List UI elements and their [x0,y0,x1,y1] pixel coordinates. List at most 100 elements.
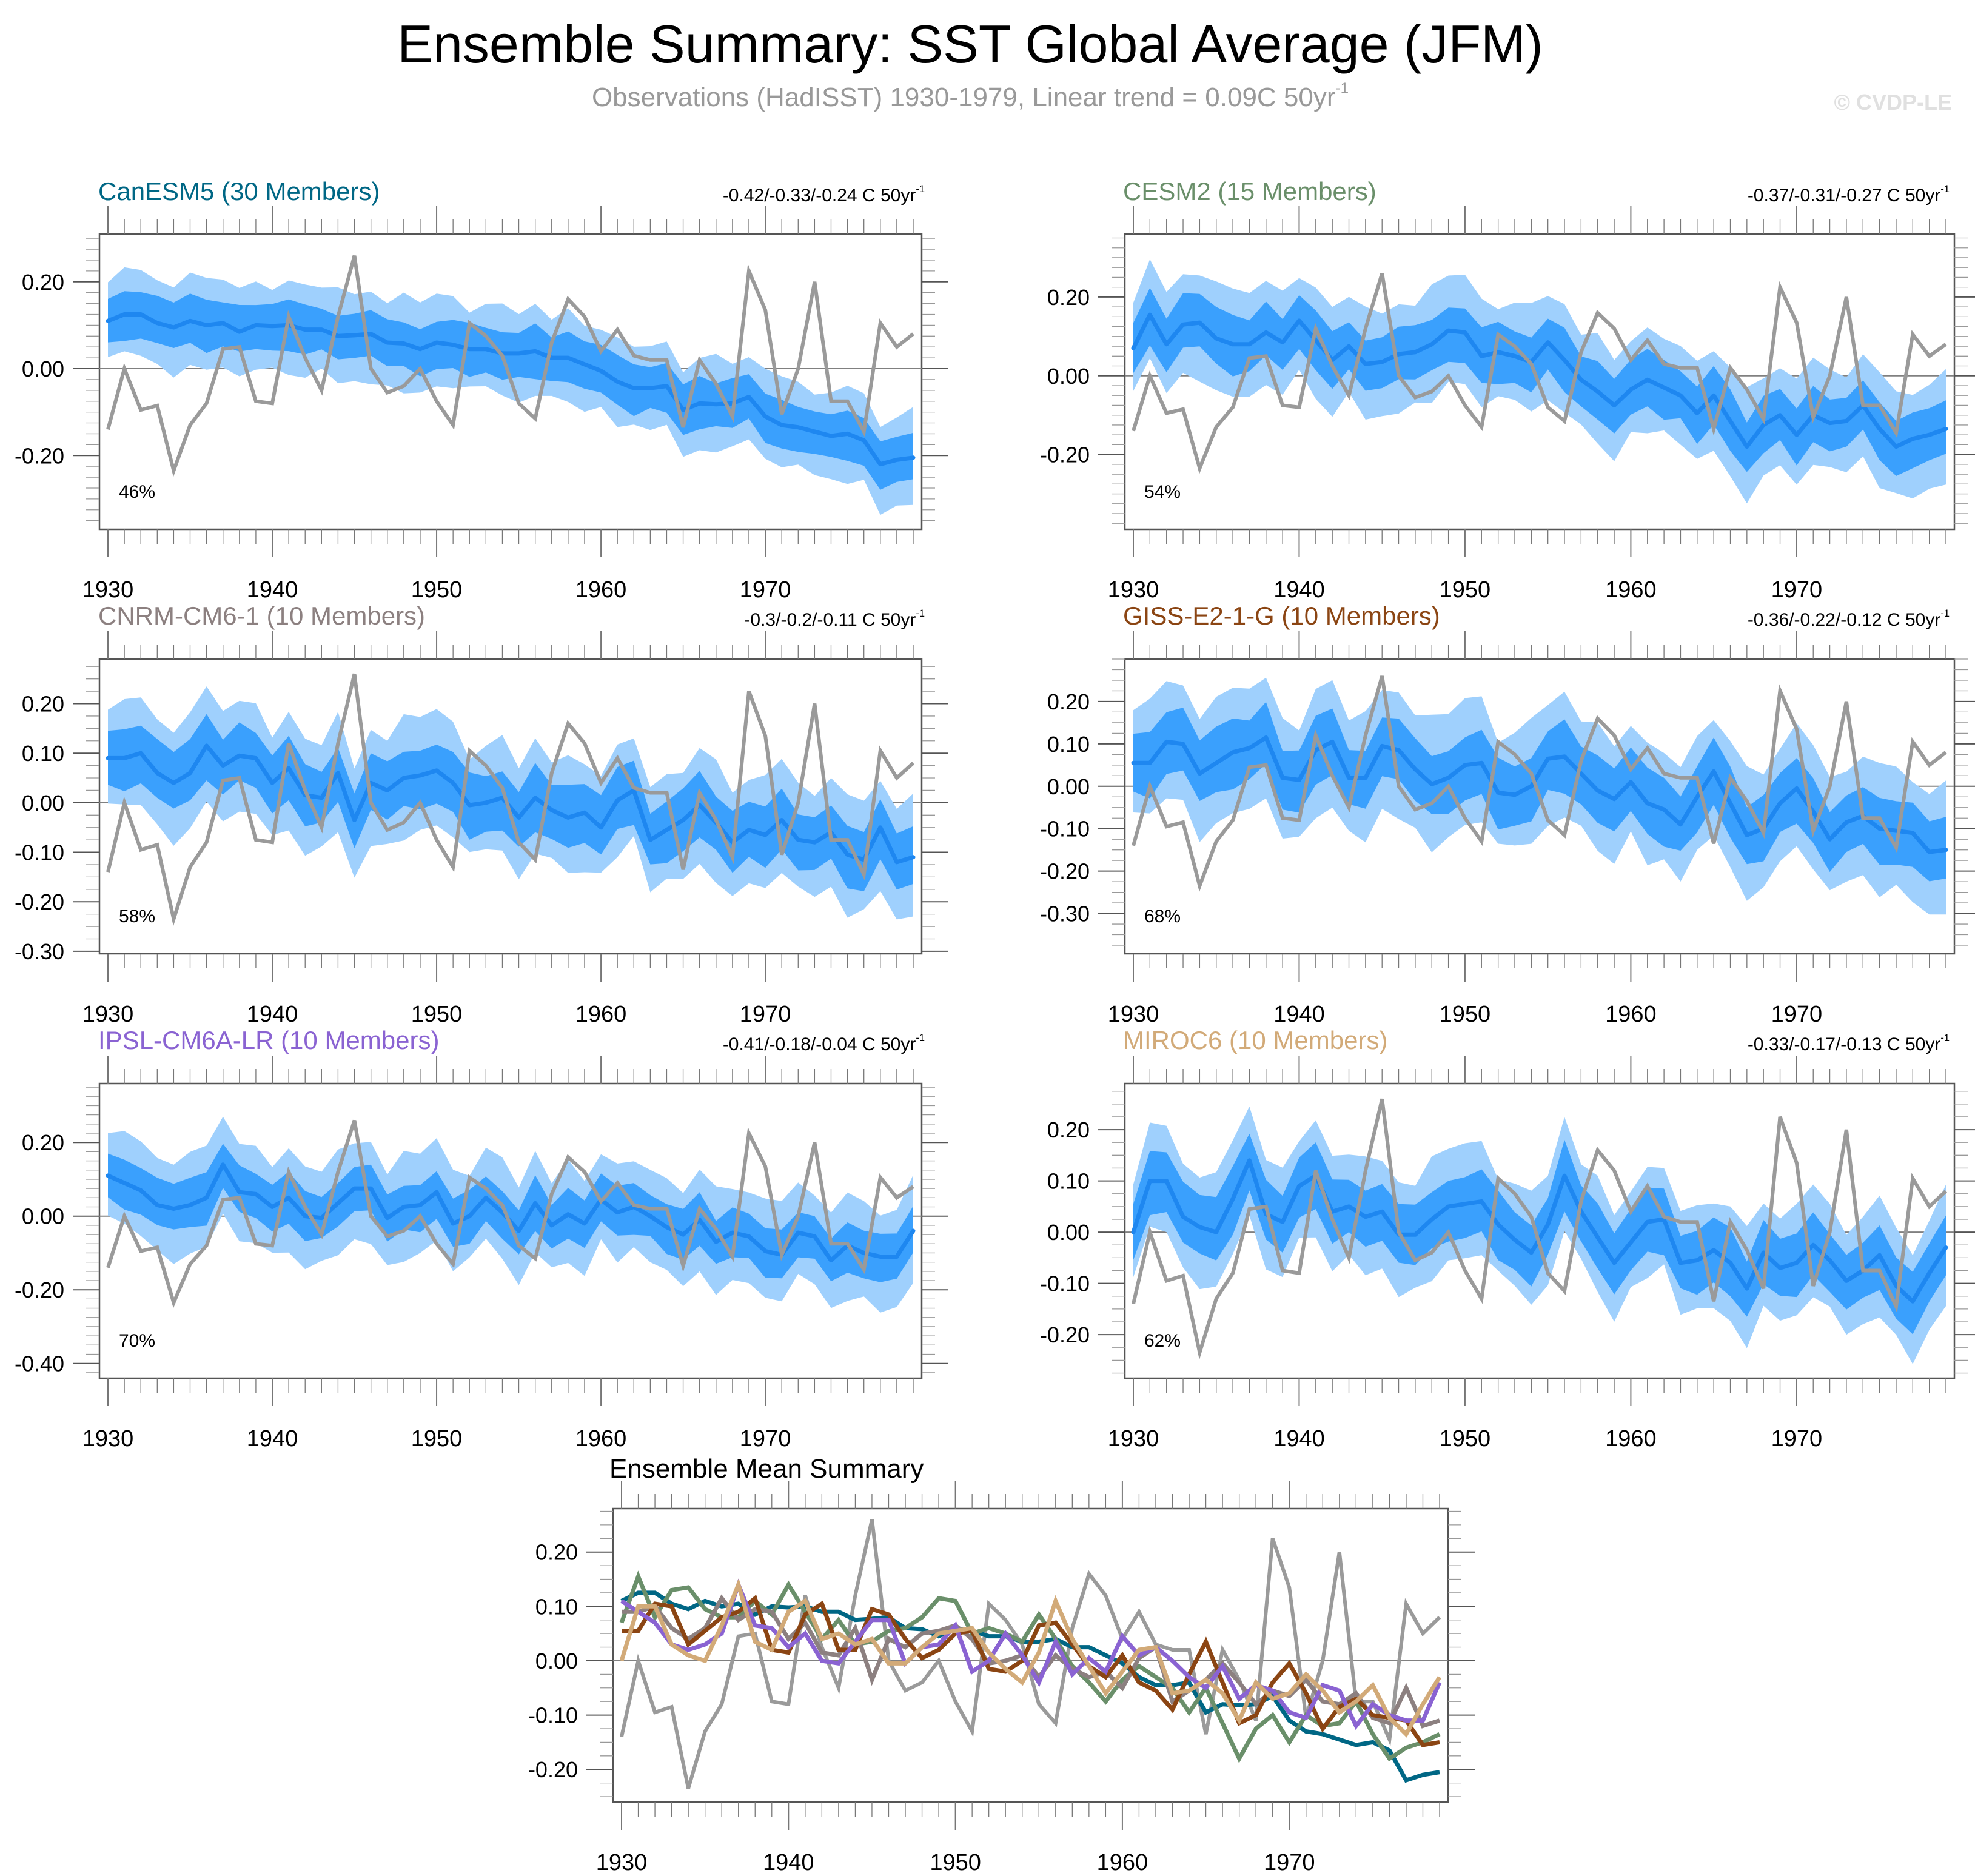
trend-text: -0.37/-0.31/-0.27 C 50yr [1747,185,1941,206]
y-tick-label: 0.20 [1047,689,1090,714]
panel-canesm5-series: 46% [106,255,916,515]
x-tick-label: 1950 [411,1002,463,1027]
x-tick-label: 1940 [1273,577,1325,603]
trend-superscript: -1 [916,608,925,619]
y-tick-label: 0.00 [22,357,64,381]
panel-title-cnrm: CNRM-CM6-1 (10 Members) [98,601,426,630]
y-tick-label: -0.10 [15,840,64,865]
x-tick-label: 1970 [740,1002,791,1027]
summary-observations-line [620,1519,1441,1789]
x-tick-label: 1930 [82,1002,134,1027]
x-tick-label: 1970 [1771,1426,1823,1452]
x-tick-label: 1940 [1273,1002,1325,1027]
panel-cnrm-series: 58% [106,673,916,926]
x-tick-label: 1960 [1097,1850,1148,1875]
subtitle-text: Observations (HadISST) 1930-1979, Linear… [591,82,1336,112]
x-tick-label: 1940 [247,577,298,603]
panel-title-cesm2: CESM2 (15 Members) [1123,177,1376,206]
summary-line-giss [622,1594,1440,1747]
x-tick-label: 1960 [1605,1426,1657,1452]
x-tick-label: 1970 [1771,577,1823,603]
percent-label: 62% [1144,1331,1181,1351]
observations-line [106,255,914,477]
y-tick-label: -0.40 [15,1352,64,1376]
observations-line [106,1119,914,1308]
trend-text: -0.42/-0.33/-0.24 C 50yr [722,185,916,206]
x-tick-label: 1940 [247,1002,298,1027]
panel-miroc6-series: 62% [1131,1098,1948,1364]
summary-series [619,1519,1442,1789]
panel-title-ipsl: IPSL-CM6A-LR (10 Members) [98,1026,440,1054]
x-tick-label: 1930 [596,1850,648,1875]
x-tick-label: 1930 [1108,1426,1159,1452]
percent-label: 70% [119,1331,155,1351]
panel-canesm5-axes: 1930 1940 1950 1960 1970 0.20 0.00 -0.20 [15,206,948,603]
panel-title-giss: GISS-E2-1-G (10 Members) [1123,601,1440,630]
x-tick-label: 1970 [740,1426,791,1452]
y-tick-label: -0.10 [528,1703,578,1728]
y-tick-label: 0.00 [1047,1220,1090,1245]
trend-text: -0.36/-0.22/-0.12 C 50yr [1747,609,1941,630]
panel-cnrm-axes: 1930 1940 1950 1960 1970 0.20 0.10 0.00 -0.10 -0.… [15,631,948,1027]
percent-label: 58% [119,906,155,926]
x-tick-label: 1950 [1440,1002,1491,1027]
y-tick-label: 0.10 [22,741,64,766]
panel-miroc6-axes: 1930 1940 1950 1960 1970 0.20 0.10 0.00 -0.10 -0.… [1040,1056,1975,1452]
summary-axes: 1930 1940 1950 1960 1970 0.20 0.10 0.00 -0.10 -0.… [528,1481,1475,1875]
x-tick-label: 1940 [247,1426,298,1452]
y-tick-label: -0.20 [1040,1322,1090,1347]
plot-frame [1124,658,1956,955]
y-tick-label: -0.20 [528,1757,578,1782]
trend-text: -0.33/-0.17/-0.13 C 50yr [1747,1034,1941,1054]
y-tick-label: -0.10 [1040,817,1090,842]
ensemble-mean-line [106,312,916,467]
trend-label-cesm2: -0.37/-0.31/-0.27 C 50yr-1 [1748,184,1950,206]
x-tick-label: 1960 [1605,577,1657,603]
plot-frame [98,1082,923,1379]
y-tick-label: -0.20 [1040,859,1090,884]
x-tick-label: 1940 [763,1850,814,1875]
y-tick-label: 0.00 [22,791,64,816]
x-tick-label: 1950 [1440,1426,1491,1452]
plot-frame [1124,1082,1956,1379]
y-tick-label: 0.00 [22,1204,64,1229]
y-tick-label: 0.20 [22,270,64,295]
x-tick-label: 1930 [1108,1002,1159,1027]
ensemble-mean-line [1131,312,1948,449]
y-tick-label: -0.20 [15,889,64,914]
x-tick-label: 1950 [411,1426,463,1452]
x-tick-label: 1970 [1771,1002,1823,1027]
panel-title-miroc6: MIROC6 (10 Members) [1123,1026,1388,1054]
y-tick-label: 0.00 [1047,774,1090,799]
trend-label-miroc6: -0.33/-0.17/-0.13 C 50yr-1 [1748,1033,1950,1055]
y-tick-label: 0.20 [1047,1117,1090,1142]
plot-frame [98,233,923,531]
x-tick-label: 1950 [411,577,463,603]
inner-spread-band [1133,287,1946,476]
watermark: © CVDP-LE [1834,90,1952,115]
summary-line-cnrm [622,1594,1441,1729]
inner-spread-band [108,714,913,891]
percent-label: 68% [1144,906,1181,926]
trend-label-ipsl: -0.41/-0.18/-0.04 C 50yr-1 [723,1033,925,1055]
x-tick-label: 1960 [575,1002,627,1027]
observations-line [106,673,915,926]
y-tick-label: 0.20 [22,692,64,717]
x-tick-label: 1960 [575,577,627,603]
observations-line [1132,273,1947,474]
summary-line-miroc6 [619,1578,1441,1738]
observations-line [1132,675,1947,893]
y-tick-label: 0.00 [1047,364,1090,389]
trend-superscript: -1 [916,1033,925,1044]
y-tick-label: 0.10 [1047,1169,1090,1194]
inner-spread-band [108,291,913,490]
y-tick-label: 0.20 [22,1130,64,1155]
x-tick-label: 1950 [1440,577,1491,603]
y-tick-label: 0.10 [535,1594,578,1619]
trend-superscript: -1 [1940,1033,1950,1044]
observations-line [1132,1098,1948,1360]
figure-subtitle: Observations (HadISST) 1930-1979, Linear… [0,80,1940,113]
x-tick-label: 1950 [930,1850,981,1875]
y-tick-label: -0.20 [15,443,64,468]
panel-ipsl-series: 70% [106,1116,916,1351]
